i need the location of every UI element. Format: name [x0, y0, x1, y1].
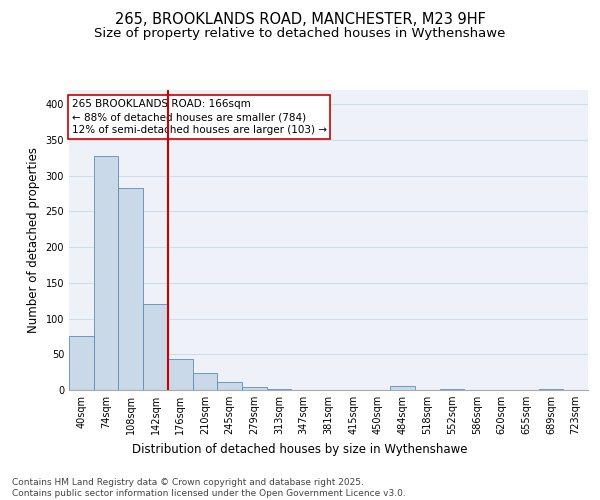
- Bar: [217, 382, 242, 390]
- Bar: [94, 156, 118, 390]
- Bar: [69, 336, 94, 390]
- Bar: [539, 388, 563, 390]
- Bar: [168, 358, 193, 390]
- Text: Contains HM Land Registry data © Crown copyright and database right 2025.
Contai: Contains HM Land Registry data © Crown c…: [12, 478, 406, 498]
- Text: Size of property relative to detached houses in Wythenshawe: Size of property relative to detached ho…: [94, 28, 506, 40]
- Bar: [193, 373, 217, 390]
- Y-axis label: Number of detached properties: Number of detached properties: [27, 147, 40, 333]
- Text: 265, BROOKLANDS ROAD, MANCHESTER, M23 9HF: 265, BROOKLANDS ROAD, MANCHESTER, M23 9H…: [115, 12, 485, 28]
- Bar: [242, 387, 267, 390]
- Bar: [390, 386, 415, 390]
- Bar: [440, 388, 464, 390]
- Text: Distribution of detached houses by size in Wythenshawe: Distribution of detached houses by size …: [132, 442, 468, 456]
- Bar: [118, 188, 143, 390]
- Text: 265 BROOKLANDS ROAD: 166sqm
← 88% of detached houses are smaller (784)
12% of se: 265 BROOKLANDS ROAD: 166sqm ← 88% of det…: [71, 99, 326, 136]
- Bar: [143, 304, 168, 390]
